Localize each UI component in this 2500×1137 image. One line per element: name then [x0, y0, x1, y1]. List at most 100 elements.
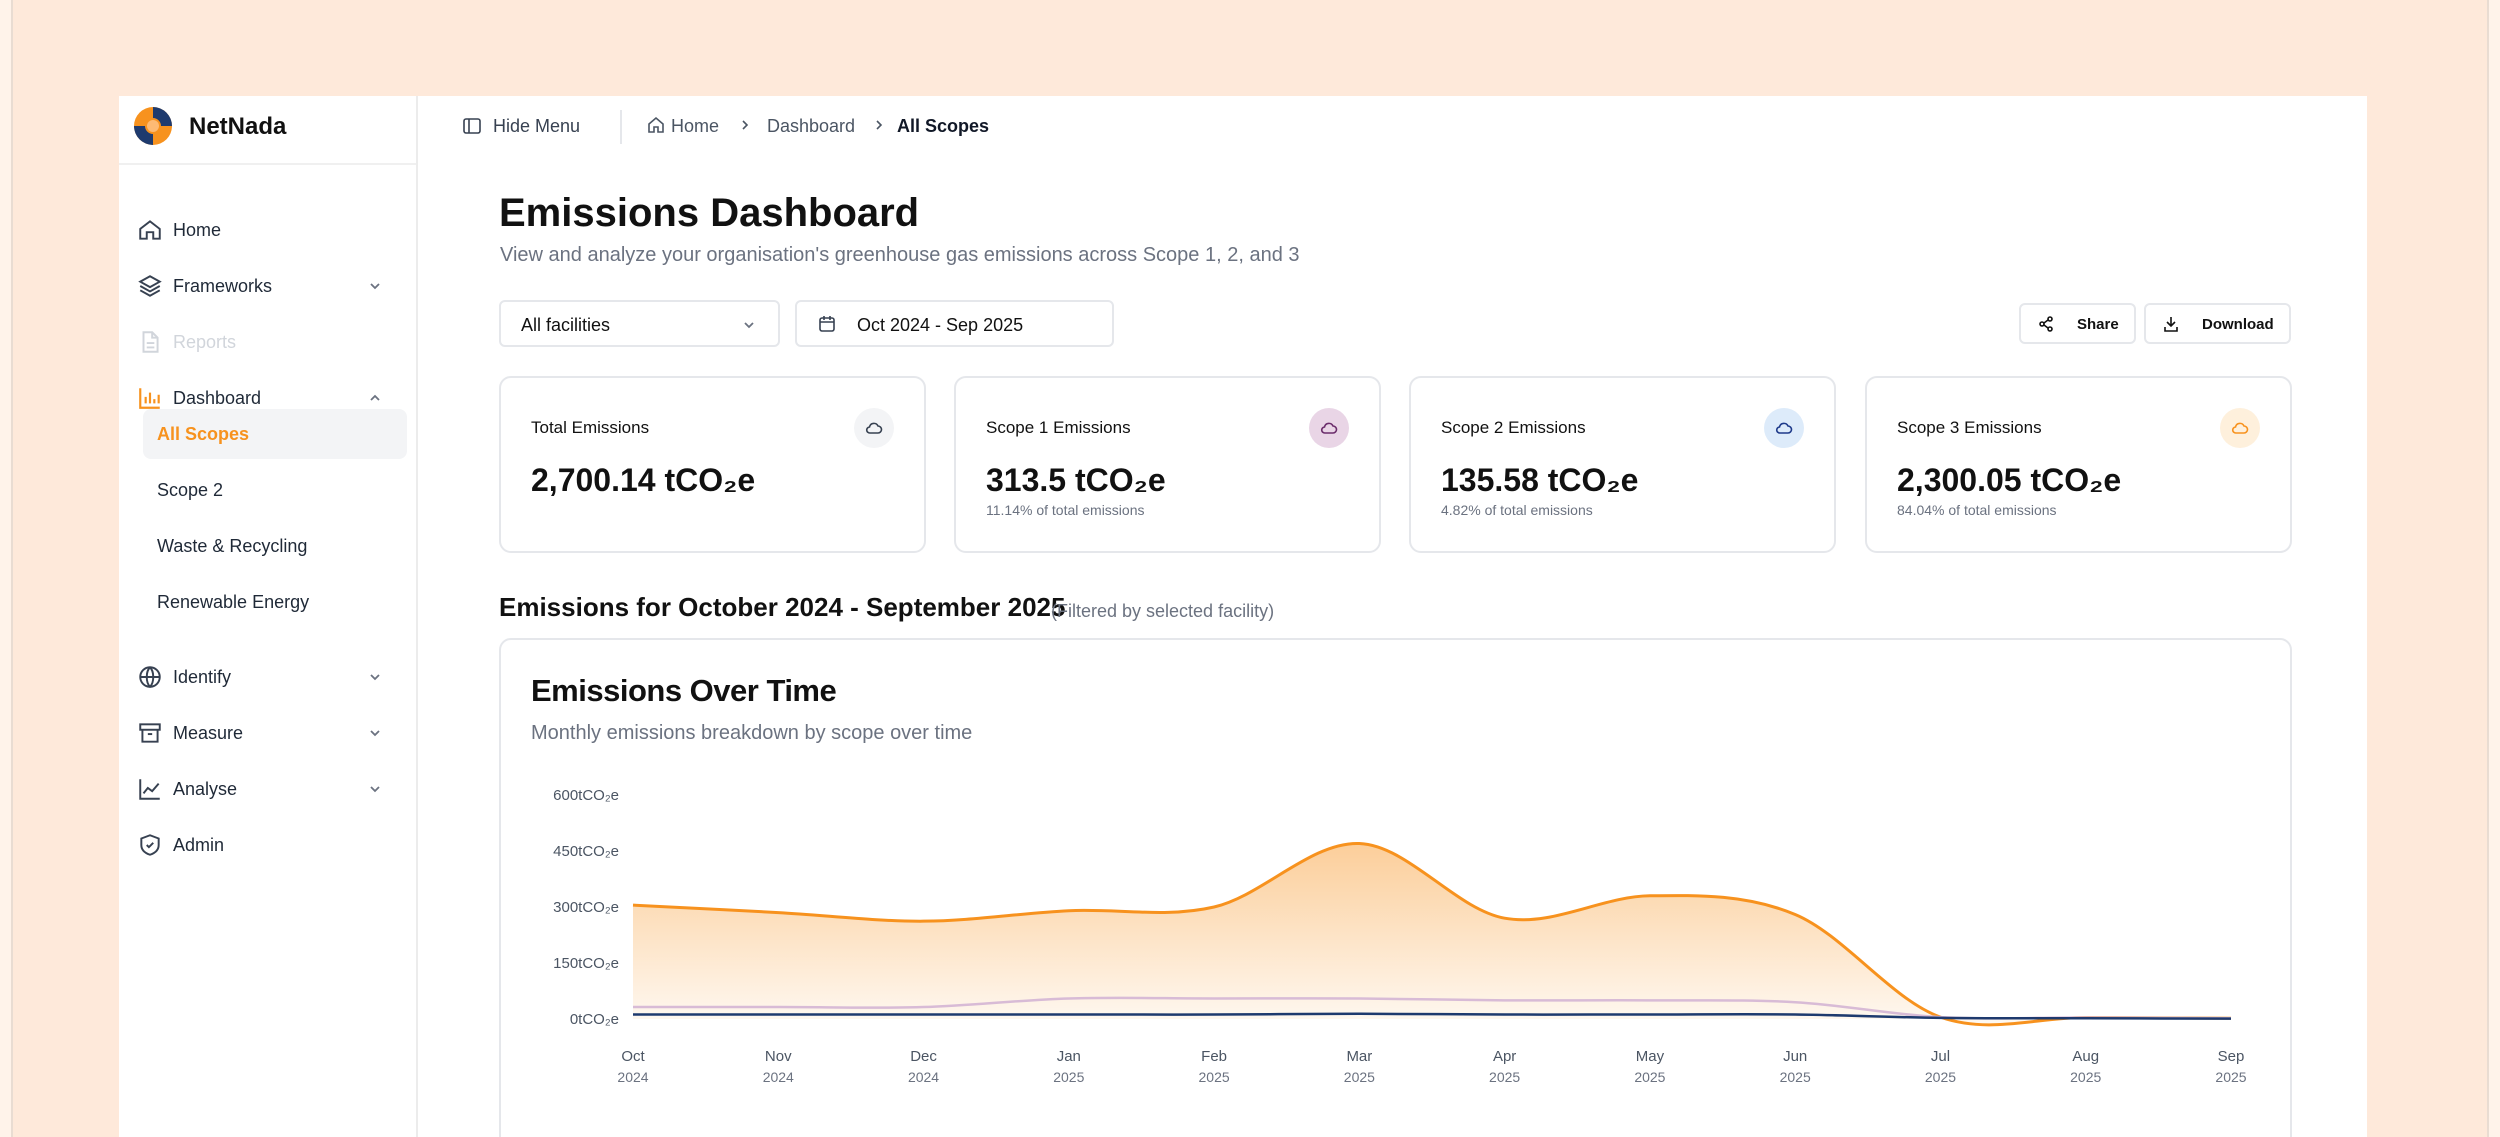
cloud-icon: [1775, 422, 1793, 434]
globe-icon: [139, 666, 161, 689]
sidebar-subitem-all-scopes[interactable]: All Scopes: [143, 409, 407, 459]
x-tick-year: 2025: [1053, 1069, 1084, 1085]
brand[interactable]: NetNada: [119, 96, 416, 165]
sidebar-item-dashboard[interactable]: Dashboard: [137, 378, 399, 418]
chevron-down-icon: [370, 674, 380, 681]
share-button[interactable]: Share: [2019, 303, 2136, 344]
archive-icon: [139, 723, 161, 743]
top-bar: Hide Menu Home Dashboard All Scopes: [419, 96, 2367, 165]
sidebar-item-label: Admin: [173, 835, 225, 855]
x-tick-month: Nov: [765, 1048, 792, 1065]
date-range-value: Oct 2024 - Sep 2025: [857, 315, 1024, 335]
stat-badge: [2220, 408, 2260, 448]
y-tick-label: 600tCO₂e: [553, 787, 619, 804]
x-tick-month: Apr: [1493, 1048, 1516, 1065]
y-tick-label: 450tCO₂e: [553, 843, 619, 860]
layers-icon: [138, 275, 162, 297]
sidebar-item-measure[interactable]: Measure: [137, 713, 399, 753]
x-tick-year: 2025: [2070, 1069, 2101, 1085]
sidebar-item-home[interactable]: Home: [137, 210, 399, 250]
sidebar-item-identify[interactable]: Identify: [137, 657, 399, 697]
x-tick-month: Aug: [2072, 1048, 2099, 1065]
x-tick-year: 2024: [763, 1069, 794, 1085]
window-edge-right: [2487, 0, 2500, 1137]
sidebar-subitem-label: All Scopes: [157, 424, 250, 444]
file-icon: [142, 331, 159, 353]
breadcrumb-home[interactable]: Home: [671, 116, 720, 136]
date-range-picker[interactable]: Oct 2024 - Sep 2025: [795, 300, 1114, 347]
sidebar-item-label: Dashboard: [173, 388, 262, 408]
stat-title: Scope 3 Emissions: [1897, 418, 2042, 437]
series-line-scope-2: [632, 1012, 2232, 1020]
facility-select[interactable]: All facilities: [499, 300, 780, 347]
x-tick-month: Oct: [621, 1048, 645, 1065]
x-tick-month: Dec: [910, 1048, 937, 1065]
x-tick-year: 2025: [1925, 1069, 1956, 1085]
cloud-icon: [2231, 422, 2249, 434]
sidebar-item-frameworks[interactable]: Frameworks: [137, 266, 399, 306]
section-filter-note: (Filtered by selected facility): [1051, 601, 1275, 621]
sidebar: NetNada Home Frameworks Reports Dashboar…: [119, 96, 418, 1137]
share-icon: [2039, 316, 2053, 332]
x-tick-year: 2025: [1780, 1069, 1811, 1085]
sidebar-subitem-renewable-energy[interactable]: Renewable Energy: [143, 577, 407, 627]
stat-value: 313.5 tCO₂e: [986, 462, 1166, 498]
home-icon: [648, 116, 664, 133]
download-button[interactable]: Download: [2144, 303, 2291, 344]
sidebar-subitem-label: Renewable Energy: [157, 592, 310, 612]
x-tick-month: Feb: [1201, 1048, 1227, 1065]
brand-name: NetNada: [189, 113, 287, 140]
app-window: NetNada Home Frameworks Reports Dashboar…: [119, 96, 2367, 1137]
sidebar-item-label: Home: [173, 220, 222, 240]
calendar-icon: [819, 316, 835, 332]
sidebar-item-reports[interactable]: Reports: [137, 322, 399, 362]
sidebar-item-analyse[interactable]: Analyse: [137, 769, 399, 809]
sidebar-item-label: Frameworks: [173, 276, 273, 296]
x-tick-month: Sep: [2218, 1048, 2245, 1065]
sidebar-subitem-waste-recycling[interactable]: Waste & Recycling: [143, 521, 407, 571]
home-icon: [139, 220, 161, 240]
stat-value: 2,300.05 tCO₂e: [1897, 462, 2122, 498]
netnada-logo-icon: [134, 107, 172, 145]
stat-value: 135.58 tCO₂e: [1441, 462, 1639, 498]
chevron-right-icon: [742, 120, 749, 130]
chevron-right-icon: [876, 120, 883, 130]
sidebar-item-admin[interactable]: Admin: [137, 825, 399, 865]
stat-title: Scope 2 Emissions: [1441, 418, 1586, 437]
cloud-icon: [1320, 422, 1338, 434]
download-icon: [2164, 317, 2178, 332]
stat-card-scope-1: Scope 1 Emissions 313.5 tCO₂e 11.14% of …: [954, 376, 1381, 553]
line-chart-icon: [139, 779, 160, 800]
divider: [620, 110, 622, 144]
chevron-down-icon: [370, 730, 380, 737]
sidebar-subitem-scope-2[interactable]: Scope 2: [143, 465, 407, 515]
page-subtitle: View and analyze your organisation's gre…: [500, 244, 1300, 266]
stat-note: 84.04% of total emissions: [1897, 502, 2057, 518]
bar-chart-icon: [139, 388, 160, 409]
sidebar-item-label: Analyse: [173, 779, 238, 799]
series-line-scope-3: [632, 842, 2232, 1027]
stat-card-total: Total Emissions 2,700.14 tCO₂e: [499, 376, 926, 553]
x-tick-month: May: [1636, 1048, 1665, 1065]
chevron-down-icon: [744, 322, 754, 329]
sidebar-item-label: Measure: [173, 723, 244, 743]
download-label: Download: [2202, 316, 2274, 333]
chart-title: Emissions Over Time: [531, 673, 837, 708]
x-tick-year: 2024: [908, 1069, 939, 1085]
stat-badge: [854, 408, 894, 448]
breadcrumb-current: All Scopes: [897, 116, 990, 136]
stat-value: 2,700.14 tCO₂e: [531, 462, 756, 498]
share-label: Share: [2077, 316, 2119, 333]
x-tick-year: 2025: [1634, 1069, 1665, 1085]
stat-card-scope-3: Scope 3 Emissions 2,300.05 tCO₂e 84.04% …: [1865, 376, 2292, 553]
breadcrumb-dashboard[interactable]: Dashboard: [767, 116, 856, 136]
chevron-down-icon: [370, 283, 380, 290]
sidebar-subitem-label: Scope 2: [157, 480, 224, 500]
chevron-down-icon: [370, 786, 380, 793]
shield-icon: [140, 834, 160, 856]
stat-card-scope-2: Scope 2 Emissions 135.58 tCO₂e 4.82% of …: [1409, 376, 1836, 553]
sidebar-item-label: Reports: [173, 332, 237, 352]
series-area-scope-3: [633, 843, 2231, 1025]
stat-note: 11.14% of total emissions: [986, 502, 1145, 518]
sidebar-toggle-icon: [463, 118, 481, 134]
